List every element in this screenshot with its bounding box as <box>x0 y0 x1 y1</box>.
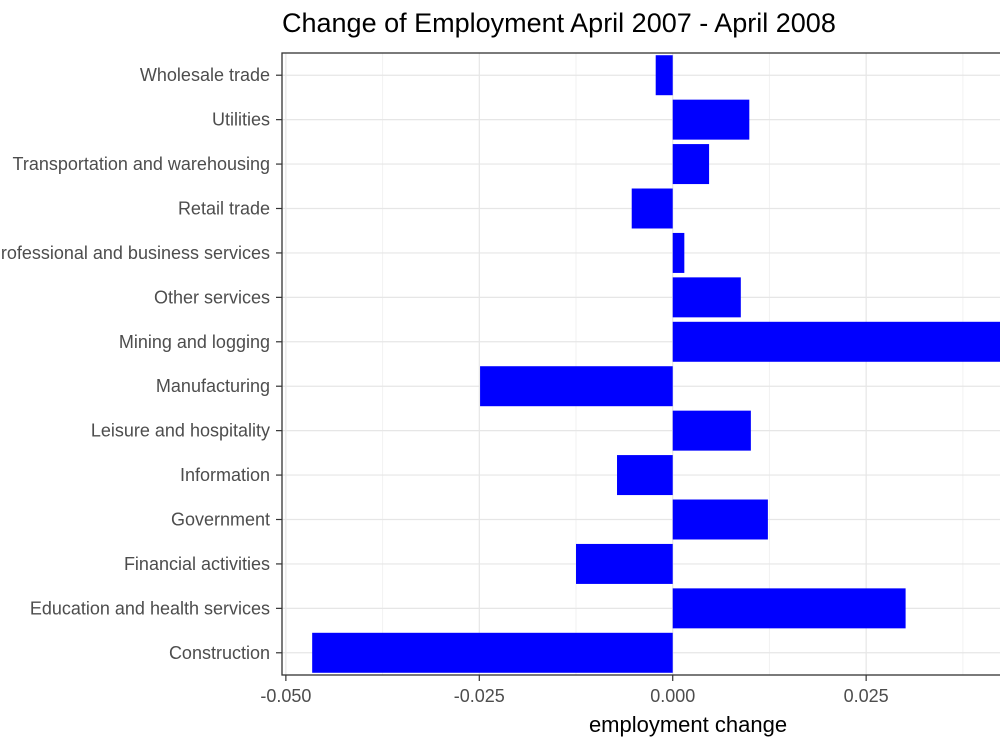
chart-title: Change of Employment April 2007 - April … <box>282 8 836 38</box>
bar-utilities <box>672 99 750 140</box>
y-tick-label: Financial activities <box>124 554 270 574</box>
bar-manufacturing <box>480 366 673 407</box>
y-tick-label: Retail trade <box>178 199 270 219</box>
bar-professional-and-business-services <box>672 232 685 273</box>
x-tick-label: -0.025 <box>454 686 505 706</box>
plot-border <box>281 52 1000 676</box>
y-tick-label: Transportation and warehousing <box>13 154 271 174</box>
y-tick-label: Information <box>180 465 270 485</box>
y-tick-label: Utilities <box>212 110 270 130</box>
bar-retail-trade <box>631 188 673 229</box>
y-tick-label: Wholesale trade <box>140 65 270 85</box>
y-tick-label: Construction <box>169 643 270 663</box>
bar-government <box>672 499 768 540</box>
y-tick-label: Professional and business services <box>0 243 270 263</box>
axes: Construction Education and health service… <box>0 52 1000 706</box>
y-tick-label: Mining and logging <box>119 332 270 352</box>
bar-mining-and-logging <box>672 321 1000 362</box>
bar-leisure-and-hospitality <box>672 410 751 451</box>
bar-financial-activities <box>576 543 673 584</box>
bar-construction <box>312 632 673 673</box>
bar-transportation-and-warehousing <box>672 144 710 185</box>
bar-other-services <box>672 277 741 318</box>
x-tick-label: 0.025 <box>844 686 889 706</box>
bar-information <box>617 455 673 496</box>
y-tick-label: Other services <box>154 287 270 307</box>
y-tick-label: Education and health services <box>30 598 270 618</box>
bar-education-and-health-services <box>672 588 906 629</box>
bars <box>312 55 1000 673</box>
y-tick-label: Government <box>171 510 270 530</box>
y-tick-label: Leisure and hospitality <box>91 421 270 441</box>
x-tick-label: -0.050 <box>260 686 311 706</box>
y-tick-label: Manufacturing <box>156 376 270 396</box>
bar-wholesale-trade <box>655 55 673 96</box>
x-axis-title: employment change <box>589 712 787 737</box>
x-tick-label: 0.000 <box>650 686 695 706</box>
